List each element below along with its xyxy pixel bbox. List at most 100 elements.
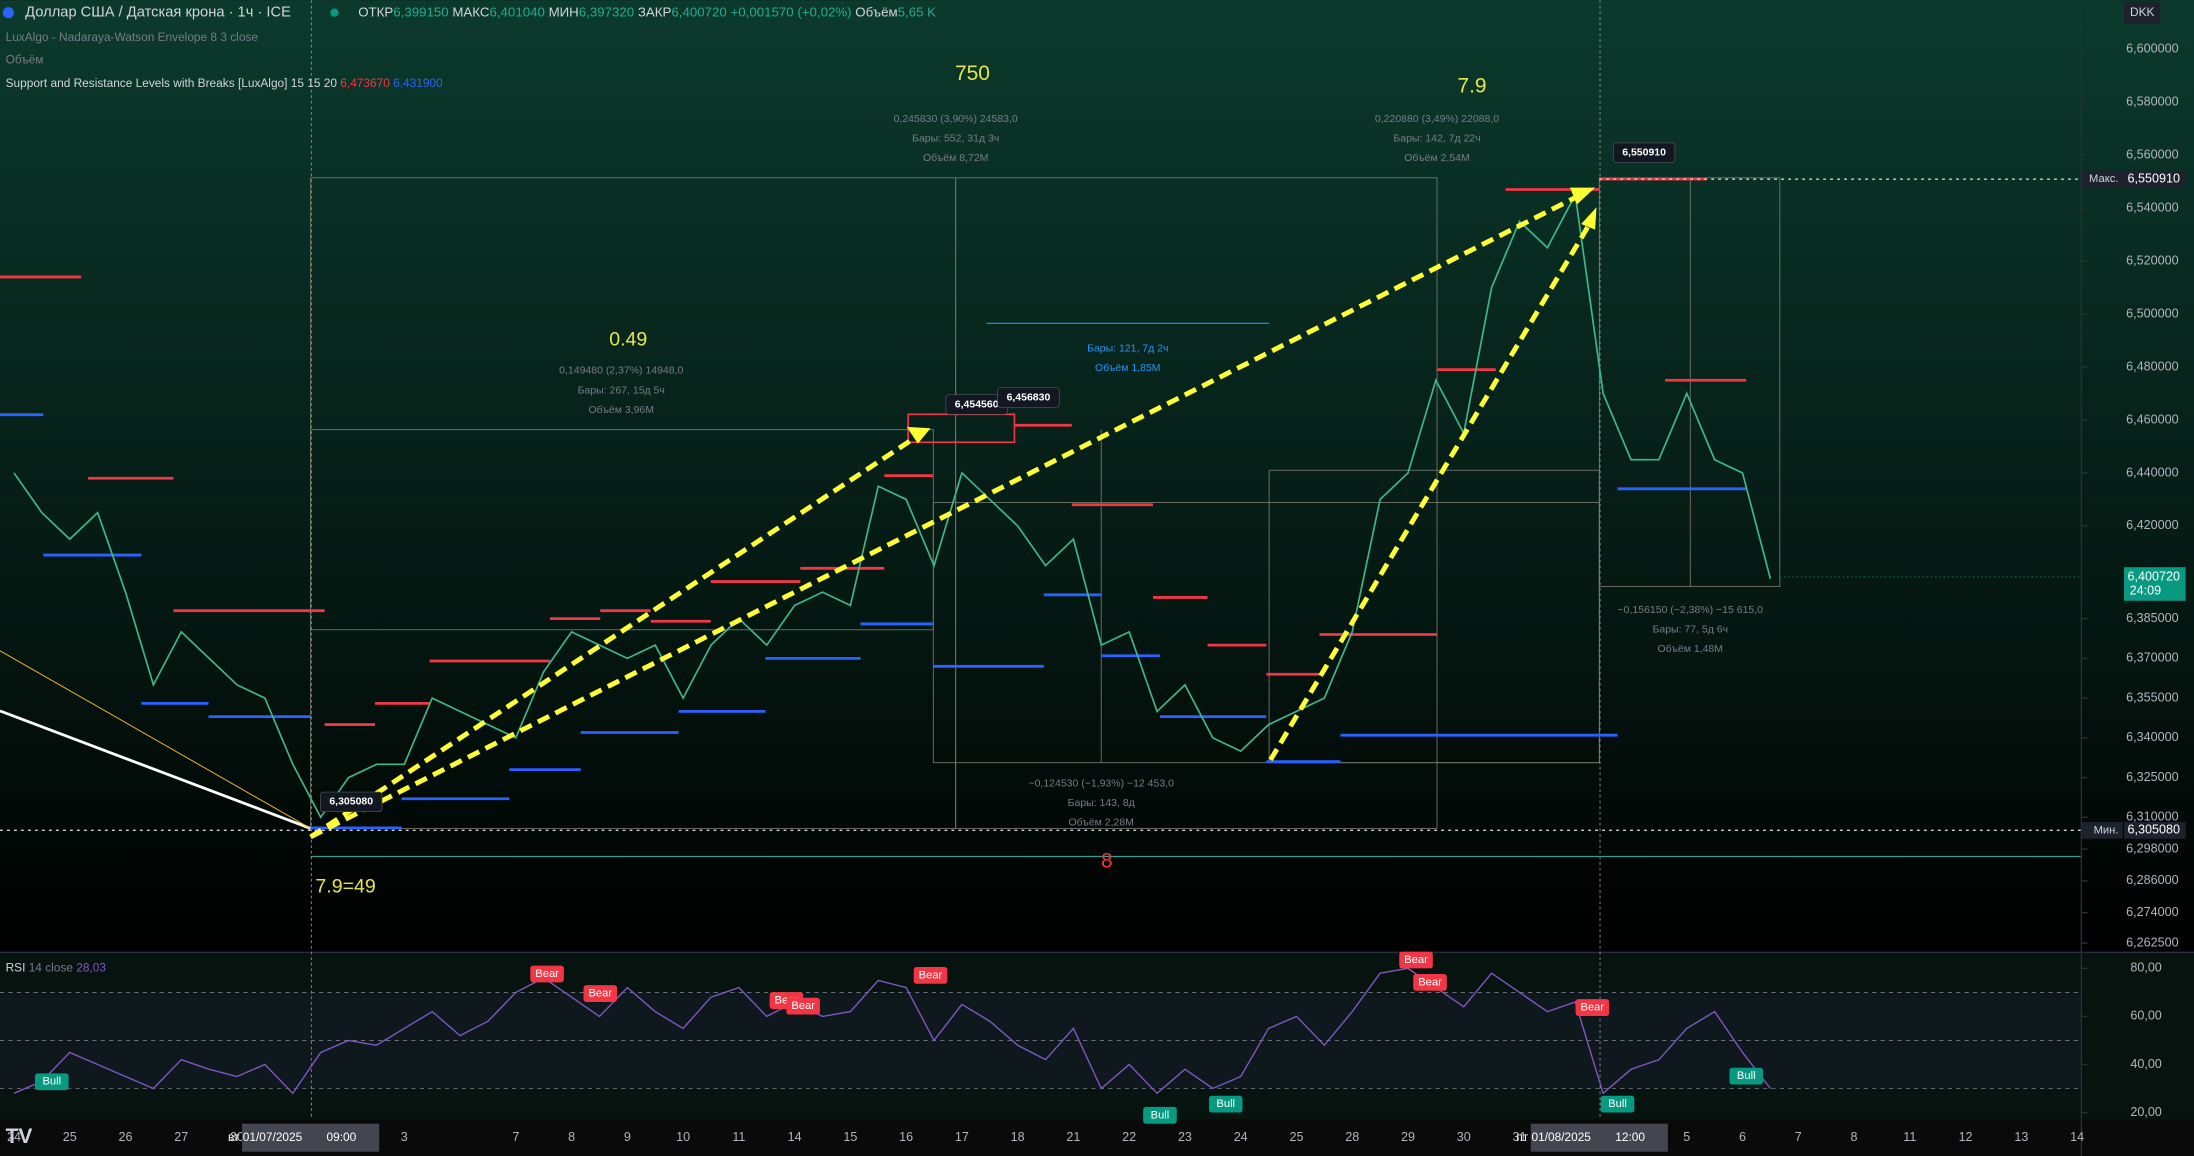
measurement-text: 0,245830 (3,90%) 24583,0: [894, 114, 1018, 125]
x-tick-label: 17: [955, 1130, 969, 1144]
bull-label: Bull: [1151, 1109, 1170, 1121]
x-tick-label: 15: [843, 1130, 857, 1144]
ohlc-label: МАКС: [452, 4, 490, 19]
x-tick-label: 30: [1457, 1130, 1471, 1144]
x-tick-label: 25: [1289, 1130, 1303, 1144]
bear-tag: [786, 997, 820, 1015]
x-tick-label: 30: [230, 1130, 244, 1144]
x-tick-label: 31: [1512, 1130, 1526, 1144]
x-tick-label: 7: [1795, 1130, 1802, 1144]
rsi-legend: RSI 14 close 28,03: [6, 961, 107, 975]
rsi-tick-label: 40,00: [2130, 1057, 2161, 1071]
min-tag-label: 6,305080: [2128, 823, 2180, 837]
x-tick-label: 11: [732, 1130, 745, 1144]
x-tick-label: 27: [174, 1130, 188, 1144]
annotation: 750: [955, 62, 990, 85]
bear-tag: [1575, 999, 1610, 1016]
bear-tag: [913, 966, 948, 984]
arrows: [309, 193, 1592, 840]
rsi-params: 14 close: [29, 961, 74, 975]
bear-label: Bear: [588, 988, 612, 1000]
ohlc-label: ОТКР: [358, 4, 393, 19]
currency[interactable]: DKK: [2130, 5, 2154, 19]
x-tick-label: 18: [1011, 1130, 1025, 1144]
point-label: 6,456830: [1007, 392, 1051, 403]
point-label: 6,305080: [329, 797, 373, 808]
y-tick-label: 6,298000: [2126, 841, 2178, 855]
y-tick-label: 6,560000: [2126, 147, 2178, 161]
x-tick-label: 26: [119, 1130, 133, 1144]
bear-label: Bear: [791, 1000, 815, 1012]
x-tick-label: 8: [568, 1130, 575, 1144]
y-tick-label: 6,460000: [2126, 412, 2178, 426]
x-tick-label: 14: [2070, 1130, 2084, 1144]
annotation: 7.9: [1457, 74, 1486, 97]
bear-label: Bear: [1581, 1002, 1605, 1014]
cursor-date: пт 01/08/2025: [1516, 1130, 1591, 1144]
cursor-label-box: [1530, 1123, 1668, 1152]
bear-label: Bear: [919, 969, 943, 981]
last-tag: [2124, 567, 2186, 601]
rsi-pane: [0, 952, 2194, 1120]
price-line: [13, 192, 1772, 819]
x-tick-label: 28: [1345, 1130, 1359, 1144]
status-dot: [330, 8, 339, 17]
arrow: [309, 193, 1580, 840]
point-label: 6,454560: [955, 399, 999, 410]
y-tick-label: 6,262500: [2126, 935, 2178, 949]
measurement-text: Объём 1,85M: [1095, 362, 1160, 374]
arrow-head: [1581, 207, 1597, 230]
y-tick-label: 6,600000: [2126, 41, 2178, 55]
rsi-value: 28,03: [76, 961, 106, 975]
min-name-box: [2082, 821, 2123, 839]
indicator-name: Support and Resistance Levels with Break…: [6, 76, 338, 90]
ohlc-value: 6,400720: [671, 4, 726, 19]
measurement-text: Бары: 267, 15д 5ч: [578, 385, 665, 396]
ohlc-value: 6,397320: [579, 4, 634, 19]
indicator-value: 6,431900: [393, 76, 443, 90]
measurement-text: Бары: 552, 31д 3ч: [912, 133, 999, 144]
y-tick-label: 6,540000: [2126, 200, 2178, 214]
x-tick-label: 12: [1959, 1130, 1973, 1144]
x-tick-label: 24: [1234, 1130, 1248, 1144]
x-tick-label: 13: [2014, 1130, 2028, 1144]
indicator: LuxAlgo - Nadaraya-Watson Envelope 8 3 c…: [6, 30, 259, 44]
x-tick-label: 10: [676, 1130, 690, 1144]
bull-label: Bull: [42, 1076, 61, 1088]
bull-label: Bull: [1216, 1098, 1235, 1110]
max-name: Макс.: [2089, 173, 2118, 185]
arrow: [1268, 222, 1592, 762]
measurement-text: −0,124530 (−1,93%) −12 453,0: [1028, 778, 1174, 789]
rsi-line: [13, 967, 1771, 1095]
cursor-time: 09:00: [327, 1130, 357, 1144]
x-tick-label: 21: [1066, 1130, 1080, 1144]
y-tick-label: 6,370000: [2126, 651, 2178, 665]
bear-tag: [530, 965, 564, 983]
bear-tag: [1413, 973, 1447, 991]
y-tick-label: 6,500000: [2126, 306, 2178, 320]
bear-tag: [1399, 951, 1433, 969]
cursor-date: вт 01/07/2025: [228, 1130, 303, 1144]
indicator: Support and Resistance Levels with Break…: [6, 76, 443, 90]
measurement-text: Объём 2,54M: [1404, 152, 1469, 164]
measurement-text: Объём 3,96M: [589, 404, 654, 416]
bear-label: Bear: [1404, 954, 1428, 966]
measure-box: [1268, 469, 1600, 764]
bull-label: Bull: [1608, 1098, 1627, 1110]
rsi-title: RSI: [6, 961, 26, 975]
measurement-text: Бары: 77, 5д 6ч: [1653, 625, 1729, 636]
volume-label: Объём: [855, 4, 897, 19]
indicator-value: 6,473670: [340, 76, 390, 90]
annotation: 7.9=49: [315, 875, 375, 897]
ohlc-label: ЗАКР: [638, 4, 672, 19]
bear-tag: [583, 985, 618, 1002]
measurement-text: Объём 2,28M: [1068, 817, 1133, 829]
cursor-label-box: [242, 1123, 380, 1152]
x-tick-label: 7: [512, 1130, 519, 1144]
y-tick-label: 6,580000: [2126, 94, 2178, 108]
logo: TV: [6, 1125, 33, 1148]
volume: 5,65 K: [898, 4, 937, 19]
x-tick-label: 16: [899, 1130, 913, 1144]
y-tick-label: 6,480000: [2126, 359, 2178, 373]
currency-box[interactable]: [2124, 1, 2161, 24]
